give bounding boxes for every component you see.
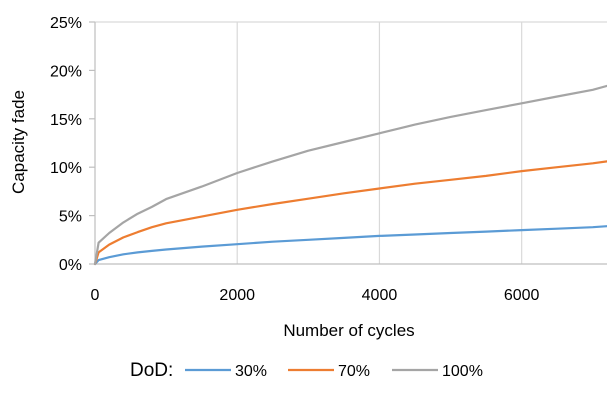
y-tick-label: 25%	[50, 15, 82, 32]
legend-title: DoD:	[130, 360, 173, 381]
x-tick-label: 2000	[219, 287, 255, 304]
legend-label: 30%	[235, 363, 267, 380]
legend-entry: 70%	[288, 363, 370, 380]
y-tick-label: 20%	[50, 63, 82, 80]
grid-layer	[95, 21, 607, 264]
x-tick-label: 0	[91, 287, 100, 304]
legend: DoD: 30% 70% 100%	[130, 360, 483, 381]
series-line-70pct	[93, 160, 607, 266]
y-axis-title: Capacity fade	[9, 90, 28, 194]
y-tick-label: 5%	[59, 209, 82, 226]
x-axis-title: Number of cycles	[283, 321, 414, 340]
legend-label: 100%	[442, 363, 483, 380]
y-tick-label: 10%	[50, 160, 82, 177]
axis-layer	[89, 21, 607, 265]
x-tick-label: 4000	[362, 287, 398, 304]
legend-label: 70%	[338, 363, 370, 380]
y-tick-label: 15%	[50, 112, 82, 129]
series-line-30pct	[93, 225, 607, 266]
x-tick-label: 6000	[504, 287, 540, 304]
label-layer: 0% 5% 10% 15% 20% 25% 0 2000 4000 6000	[50, 15, 540, 304]
legend-entry: 30%	[185, 363, 267, 380]
legend-entry: 100%	[392, 363, 483, 380]
series-line-100pct	[93, 84, 607, 266]
y-tick-label: 0%	[59, 257, 82, 274]
series-layer	[93, 84, 607, 266]
